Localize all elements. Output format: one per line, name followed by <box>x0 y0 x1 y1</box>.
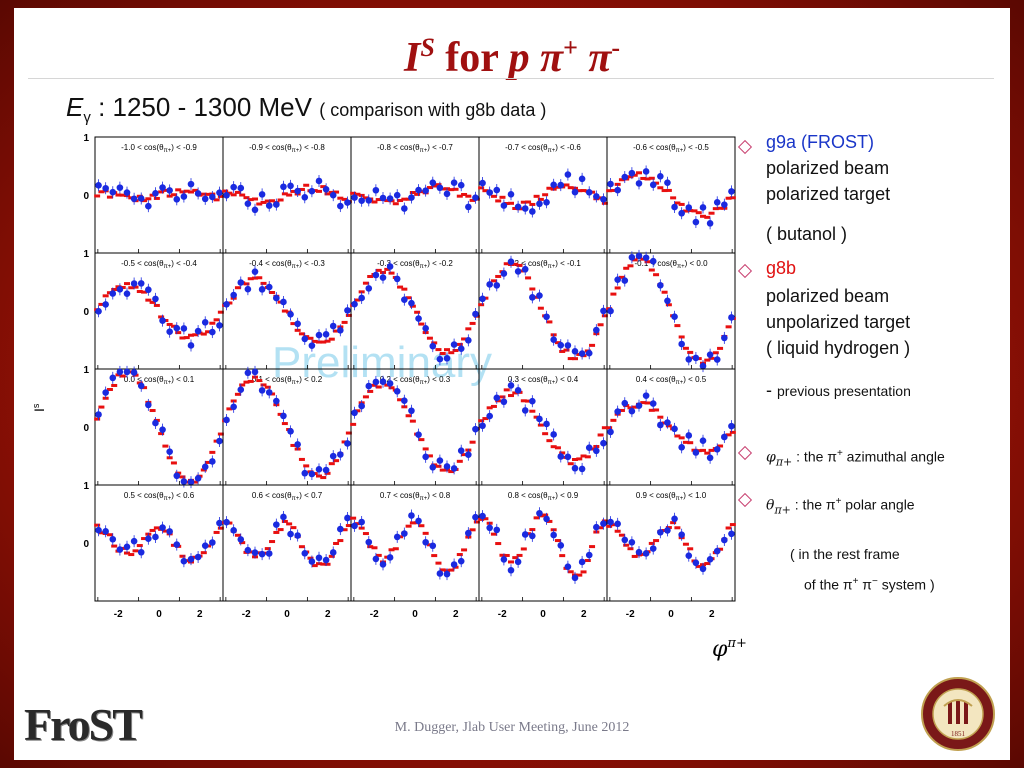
legend-g9a-line1: polarized beam <box>766 158 890 178</box>
legend-rest-frame-line1: ( in the rest frame <box>790 546 900 562</box>
diamond-bullet-icon <box>737 445 753 461</box>
legend-rest-frame-line2: of the π+ π− system ) <box>804 576 935 593</box>
legend-theta-definition: θπ+ : the π+ polar angle <box>766 496 915 517</box>
seal-year: 1851 <box>951 730 966 738</box>
legend-g9a-line3: ( butanol ) <box>766 224 848 244</box>
energy-range-heading: Eγ : 1250 - 1300 MeV ( comparison with g… <box>66 92 547 127</box>
legend-g8b-line2: unpolarized target <box>766 312 911 332</box>
title-divider <box>28 78 994 79</box>
diamond-bullet-icon <box>737 139 753 155</box>
legend-previous: - previous presentation <box>766 380 911 400</box>
page-title: IS for p π+ π- <box>403 33 621 81</box>
legend-g8b-line1: polarized beam <box>766 286 890 306</box>
diamond-bullet-icon <box>737 492 753 508</box>
legend-phi-definition: φπ+ : the π+ azimuthal angle <box>766 448 945 469</box>
preliminary-watermark: Preliminary <box>272 338 493 387</box>
legend-g9a-label: g9a (FROST) <box>766 132 875 152</box>
footer-citation: M. Dugger, Jlab User Meeting, June 2012 <box>394 720 630 735</box>
legend-g9a-line2: polarized target <box>766 184 891 204</box>
frost-logo: FroST <box>24 699 143 750</box>
diamond-bullet-icon <box>737 263 753 279</box>
legend-g8b-line3: ( liquid hydrogen ) <box>766 338 911 358</box>
florida-state-university-seal-icon: 1851 <box>921 677 995 751</box>
slide: IS for p π+ π- Eγ : 1250 - 1300 MeV ( co… <box>14 8 1010 760</box>
legend-g8b-label: g8b <box>766 258 797 278</box>
